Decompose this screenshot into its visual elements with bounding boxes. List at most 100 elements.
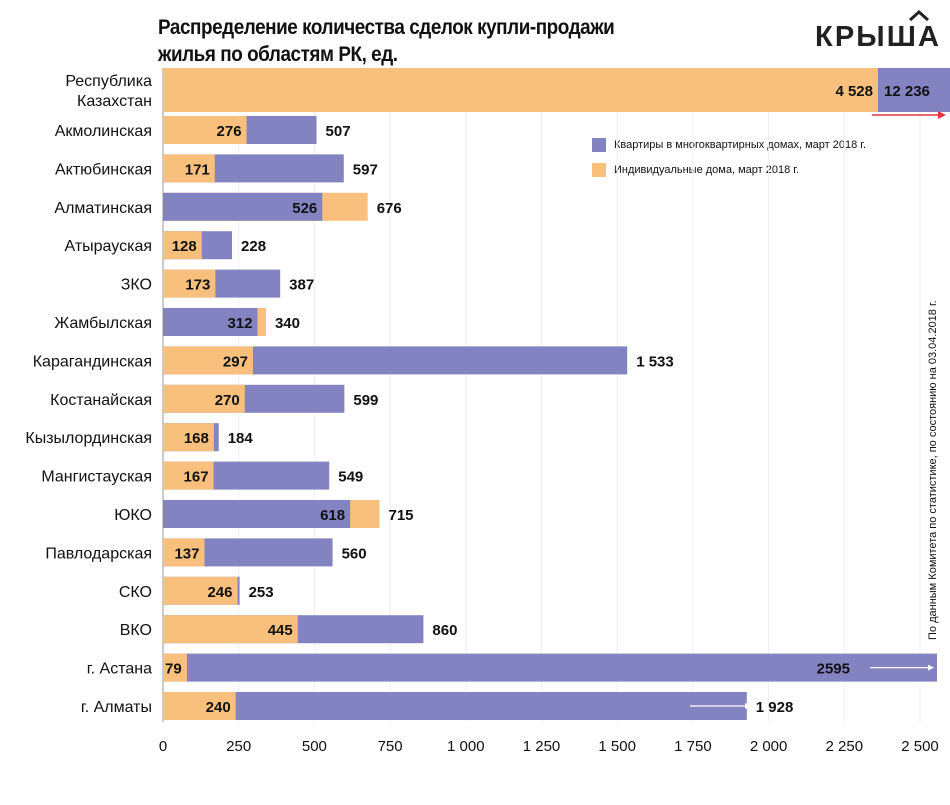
bar-apartments (163, 461, 330, 490)
bar-apartments (163, 116, 317, 144)
value-label-houses: 340 (275, 315, 300, 332)
category-label: СКО (119, 584, 152, 601)
bar-houses (163, 308, 266, 336)
value-label-apartments: 549 (338, 469, 363, 486)
bar-apartments (163, 346, 628, 375)
value-label-houses: 4 528 (835, 83, 873, 100)
value-label-houses: 445 (268, 622, 293, 639)
bar-apartments (163, 154, 344, 183)
bar-houses (163, 538, 205, 567)
value-label-houses: 246 (207, 584, 232, 601)
x-tick-label: 2 000 (750, 738, 788, 755)
value-label-apartments: 312 (227, 315, 252, 332)
x-tick-label: 2 250 (826, 738, 864, 755)
x-tick-label: 500 (302, 738, 327, 755)
x-tick-label: 2 500 (901, 738, 939, 755)
category-label: Акмолинская (55, 123, 152, 140)
value-label-houses: 128 (172, 238, 197, 255)
value-label-houses: 79 (165, 661, 182, 678)
chart-title: Распределение количества сделок купли-пр… (158, 14, 698, 68)
value-label-apartments: 507 (326, 123, 351, 140)
value-label-apartments: 560 (342, 545, 367, 562)
x-tick-label: 750 (378, 738, 403, 755)
legend-label: Квартиры в многоквартирных домах, март 2… (614, 139, 867, 151)
bar-houses (163, 269, 216, 298)
x-tick-label: 1 750 (674, 738, 712, 755)
category-label: Карагандинская (33, 353, 152, 370)
bar-houses (163, 154, 215, 183)
value-label-houses: 276 (217, 123, 242, 140)
bar-houses (163, 231, 202, 260)
value-label-houses: 270 (215, 392, 240, 409)
bar-houses (163, 576, 238, 605)
category-label: г. Астана (87, 661, 152, 678)
legend-swatch (592, 138, 606, 152)
category-label: ВКО (120, 622, 152, 639)
category-label: Атырауская (65, 238, 153, 255)
value-label-apartments: 597 (353, 161, 378, 178)
overflow-arrow-head-icon (938, 111, 946, 119)
bar-apartments (163, 423, 219, 452)
value-label-houses: 715 (389, 507, 414, 524)
value-label-apartments: 387 (289, 277, 314, 294)
category-label: ЮКО (114, 507, 152, 524)
legend-item-apartments: Квартиры в многоквартирных домах, март 2… (592, 138, 866, 152)
bar-houses (163, 692, 236, 720)
category-label: Павлодарская (45, 545, 152, 562)
arrow-head-icon (928, 664, 934, 671)
bar-apartments (163, 615, 424, 644)
bar-apartments (163, 500, 351, 528)
value-label-apartments: 526 (292, 200, 317, 217)
category-label: ЗКО (121, 277, 152, 294)
value-label-houses: 173 (185, 277, 210, 294)
bar-apartments (163, 269, 281, 298)
value-label-houses: 167 (184, 469, 209, 486)
x-tick-label: 250 (226, 738, 251, 755)
value-label-houses: 171 (185, 161, 210, 178)
category-label: г. Алматы (81, 699, 152, 716)
svg-text:КРЫША: КРЫША (815, 21, 939, 48)
bar-houses (163, 653, 187, 682)
category-label: Кызылординская (25, 430, 152, 447)
value-label-apartments: 228 (241, 238, 266, 255)
bar-houses (163, 116, 247, 144)
category-label: Алматинская (54, 200, 152, 217)
x-tick-label: 0 (159, 738, 167, 755)
bar-houses (163, 461, 214, 490)
title-line-2: жилья по областям РК, ед. (158, 43, 398, 66)
value-label-apartments: 184 (228, 430, 254, 447)
bar-houses (163, 68, 878, 112)
value-label-houses: 168 (184, 430, 209, 447)
value-label-apartments: 1 533 (636, 353, 674, 370)
category-label: Жамбылская (54, 315, 152, 332)
value-label-apartments: 599 (353, 392, 378, 409)
bar-houses (163, 500, 380, 528)
value-label-apartments: 1 928 (756, 699, 794, 716)
x-tick-label: 1 000 (447, 738, 485, 755)
value-label-houses: 676 (377, 200, 402, 217)
value-label-apartments: 618 (320, 507, 345, 524)
category-label: Костанайская (50, 392, 152, 409)
bar-apartments (163, 384, 345, 413)
title-line-1: Распределение количества сделок купли-пр… (158, 16, 615, 39)
bar-houses (163, 346, 253, 375)
bar-apartments (163, 653, 937, 682)
arrow-head-icon (745, 703, 751, 709)
legend-item-houses: Индивидуальные дома, март 2018 г. (592, 163, 799, 177)
bar-houses (163, 615, 298, 644)
category-label: Мангистауская (41, 469, 152, 486)
value-label-apartments: 12 236 (884, 83, 930, 100)
bar-apartments (163, 576, 240, 605)
value-label-houses: 137 (174, 545, 199, 562)
bar-apartments (163, 231, 233, 260)
bar-houses (163, 192, 368, 221)
source-note: По данным Комитета по статистике, по сос… (927, 300, 939, 640)
category-label: Республика (65, 73, 152, 90)
bar-apartments (163, 308, 258, 336)
bar-apartments (163, 538, 333, 567)
bar-houses (163, 423, 214, 452)
bar-apartments (163, 692, 747, 720)
bar-apartments (163, 68, 950, 112)
